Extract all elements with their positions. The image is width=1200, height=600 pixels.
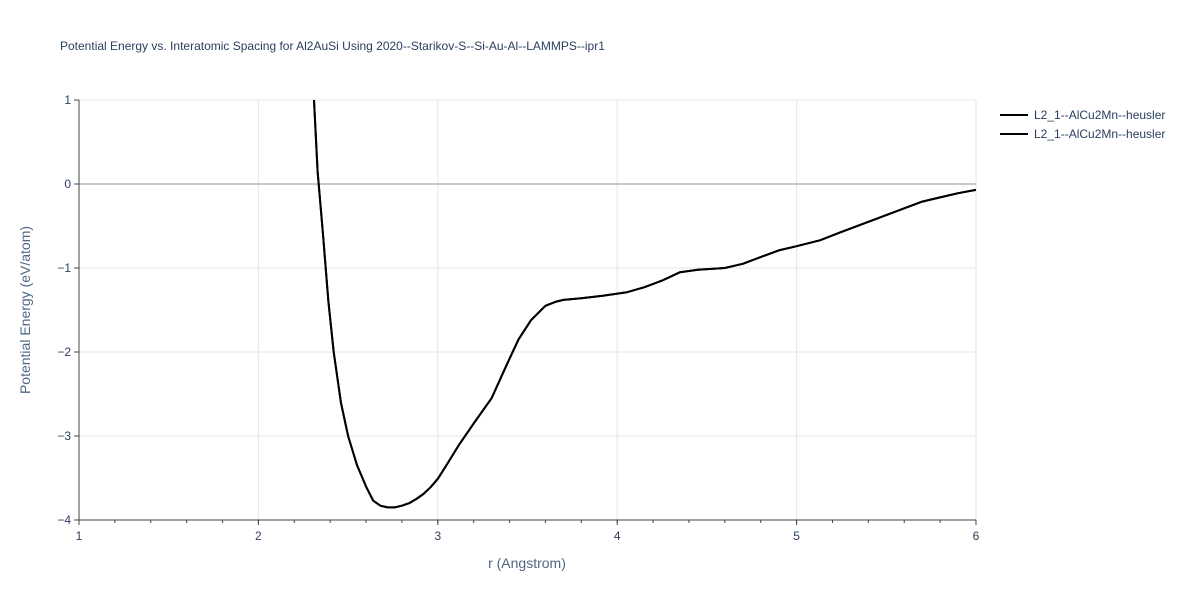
x-tick-label: 6 (973, 529, 980, 543)
x-tick-label: 1 (76, 529, 83, 543)
y-tick-label: 1 (64, 93, 71, 107)
x-tick-label: 4 (614, 529, 621, 543)
axes (78, 100, 976, 521)
legend-item-label[interactable]: L2_1--AlCu2Mn--heusler (1034, 127, 1165, 141)
y-tick-label: −3 (57, 429, 71, 443)
y-tick-labels: −4 −3 −2 −1 0 1 (57, 93, 79, 527)
y-tick-label: −1 (57, 261, 71, 275)
x-minor-ticks (78, 520, 977, 525)
y-tick-label: −2 (57, 345, 71, 359)
x-tick-label: 3 (434, 529, 441, 543)
grid-lines (79, 99, 977, 520)
series-lines (313, 100, 976, 509)
y-tick-label: 0 (64, 177, 71, 191)
x-tick-label: 2 (255, 529, 262, 543)
series-line-1 (313, 100, 976, 509)
legend[interactable]: L2_1--AlCu2Mn--heusler L2_1--AlCu2Mn--heu… (1000, 108, 1165, 141)
x-tick-labels: 1 2 3 4 5 6 (76, 529, 980, 543)
x-tick-label: 5 (793, 529, 800, 543)
chart-title: Potential Energy vs. Interatomic Spacing… (60, 39, 605, 53)
series-line-2 (313, 100, 976, 509)
legend-item-label[interactable]: L2_1--AlCu2Mn--heusler (1034, 108, 1165, 122)
x-axis-title: r (Angstrom) (488, 555, 566, 571)
y-axis-title: Potential Energy (eV/atom) (17, 226, 33, 394)
y-tick-label: −4 (57, 513, 71, 527)
